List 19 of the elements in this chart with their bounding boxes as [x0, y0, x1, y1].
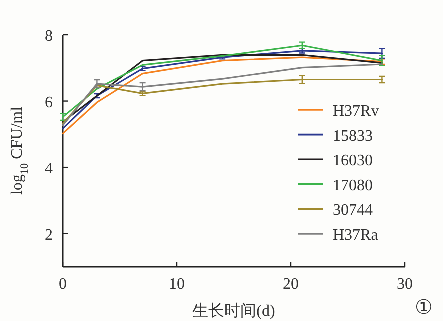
x-tick-label: 10 [169, 276, 185, 293]
y-tick-label: 8 [45, 28, 53, 45]
legend-label: 30744 [333, 202, 373, 220]
legend-label: 15833 [333, 128, 373, 145]
x-axis-title: 生长时间(d) [192, 302, 276, 320]
legend-label: H37Ra [333, 227, 378, 244]
y-tick-label: 2 [45, 226, 53, 244]
x-tick-label: 20 [283, 276, 299, 293]
x-tick-label: 30 [397, 276, 413, 293]
text: ① [415, 297, 433, 319]
legend-label: 17080 [333, 177, 373, 194]
legend-label: H37Rv [333, 103, 380, 120]
x-tick-label: 0 [59, 276, 67, 293]
y-tick-label: 4 [45, 160, 53, 178]
point [298, 42, 306, 50]
y-tick-label: 6 [45, 94, 53, 112]
line-series [62, 64, 383, 126]
point [139, 82, 146, 92]
legend-label: 16030 [333, 152, 373, 170]
